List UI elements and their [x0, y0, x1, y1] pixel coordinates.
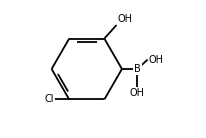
Text: Cl: Cl — [45, 94, 54, 104]
Text: B: B — [134, 64, 141, 74]
Text: OH: OH — [130, 88, 145, 98]
Text: OH: OH — [117, 14, 132, 24]
Text: OH: OH — [148, 55, 163, 65]
